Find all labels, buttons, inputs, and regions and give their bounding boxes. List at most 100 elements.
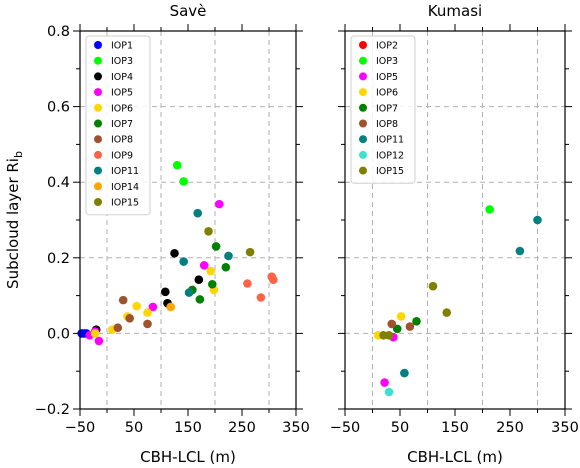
data-point-iop8 (118, 295, 128, 305)
data-point-iop7 (221, 262, 231, 272)
legend-marker-iop12 (359, 150, 367, 159)
legend-marker-iop9 (94, 150, 102, 159)
data-point-iop8 (405, 322, 415, 331)
data-point-iop5 (215, 199, 224, 209)
data-point-iop3 (172, 160, 182, 170)
legend-label-iop12: IOP12 (376, 150, 404, 161)
data-point-iop12 (384, 387, 394, 397)
y-tick-label: 0.6 (47, 100, 70, 116)
data-point-iop3 (179, 177, 188, 186)
legend-label-iop7: IOP7 (376, 103, 398, 114)
legend-box (85, 35, 151, 216)
x-tick-label: 250 (228, 420, 256, 436)
legend-label-iop15: IOP15 (376, 166, 404, 177)
legend-marker-iop6 (94, 103, 102, 112)
y-axis-label: Subcloud layer Rib (4, 151, 25, 289)
legend-marker-iop1 (94, 41, 102, 49)
legend-marker-iop3 (94, 56, 102, 65)
panel-title-kumasi: Kumasi (428, 2, 482, 20)
data-point-iop5 (94, 336, 104, 346)
x-tick-label: 350 (282, 420, 310, 436)
legend-label-iop4: IOP4 (111, 72, 133, 83)
legend-label-iop3: IOP3 (111, 56, 133, 67)
legend-box (350, 35, 416, 184)
legend: IOP2 IOP3 IOP5 IOP6 IOP7 IOP8 IOP11 IOP12 IOP15 (350, 35, 416, 184)
legend-label-iop5: IOP5 (111, 88, 133, 99)
data-point-iop11 (179, 257, 188, 266)
legend: IOP1 IOP3 IOP4 IOP5 IOP6 IOP7 IOP8 IOP9 IOP11 IOP… (85, 35, 151, 216)
data-point-iop8 (143, 319, 152, 329)
legend-label-iop3: IOP3 (376, 56, 398, 67)
x-tick-label: 50 (391, 420, 409, 436)
data-point-iop15 (442, 308, 452, 317)
x-tick-label: 250 (496, 420, 524, 436)
legend-marker-iop8 (94, 135, 102, 144)
data-point-iop5 (199, 261, 209, 270)
y-tick-label: 0.4 (47, 175, 70, 191)
data-point-iop6 (396, 312, 406, 321)
legend-label-iop6: IOP6 (376, 88, 398, 99)
legend-marker-iop14 (94, 182, 102, 191)
x-tick-label: −50 (65, 420, 96, 436)
data-point-iop11 (224, 251, 233, 261)
legend-marker-iop15 (359, 166, 367, 175)
legend-marker-iop5 (94, 88, 102, 97)
data-point-iop6 (143, 308, 152, 317)
data-point-iop7 (208, 279, 217, 289)
x-tick-label: 150 (174, 420, 202, 436)
x-tick-label: −50 (330, 420, 361, 436)
data-point-iop9 (256, 293, 266, 302)
legend-label-iop11: IOP11 (111, 166, 139, 177)
y-tick-label: 0.0 (47, 326, 70, 342)
data-point-iop11 (533, 215, 542, 225)
x-axis-label-save: CBH-LCL (m) (140, 448, 236, 464)
data-point-iop7 (412, 317, 421, 326)
data-point-iop9 (243, 279, 252, 288)
data-point-iop7 (195, 295, 205, 304)
legend-marker-iop2 (359, 41, 367, 49)
y-tick-label: 0.2 (47, 251, 70, 267)
legend-label-iop11: IOP11 (376, 135, 404, 146)
data-point-iop11 (400, 368, 409, 378)
legend-label-iop7: IOP7 (111, 119, 133, 130)
legend-label-iop2: IOP2 (376, 41, 398, 52)
data-point-iop8 (113, 323, 123, 333)
data-point-iop8 (125, 313, 134, 323)
panel-title-save: Savè (170, 2, 207, 20)
y-tick-label: 0.8 (47, 24, 70, 40)
legend-label-iop1: IOP1 (111, 41, 133, 52)
plot-frame (79, 30, 297, 410)
data-point-iop4 (194, 275, 204, 285)
legend-label-iop5: IOP5 (376, 72, 398, 83)
data-point-iop4 (161, 287, 170, 297)
legend-marker-iop11 (94, 166, 102, 175)
data-point-iop15 (204, 227, 213, 236)
data-point-iop7 (392, 324, 402, 334)
x-tick-label: 150 (441, 420, 469, 436)
legend-marker-iop4 (94, 72, 102, 81)
legend-marker-iop11 (359, 135, 367, 144)
x-tick-label: 350 (551, 420, 579, 436)
legend-marker-iop5 (359, 72, 367, 81)
data-point-iop6 (90, 329, 100, 338)
legend-label-iop9: IOP9 (111, 150, 133, 161)
data-point-iop15 (384, 330, 394, 340)
data-point-iop14 (166, 302, 176, 312)
data-point-iop7 (211, 242, 221, 251)
data-point-iop9 (269, 275, 278, 285)
data-point-iop5 (148, 302, 158, 312)
legend-marker-iop3 (359, 56, 367, 65)
legend-label-iop14: IOP14 (111, 182, 139, 193)
plot-panel-1: −50 50 150 250 350IOP2IOP3IOP5IOP6IOP7IOP8IO… (330, 24, 579, 436)
plot-frame (344, 30, 566, 410)
legend-marker-iop15 (94, 198, 102, 206)
legend-marker-iop7 (94, 119, 102, 128)
legend-label-iop6: IOP6 (111, 103, 133, 114)
data-point-iop11 (193, 208, 203, 218)
legend-label-iop8: IOP8 (376, 119, 398, 130)
x-tick-label: 50 (125, 420, 143, 436)
legend-marker-iop6 (359, 88, 367, 97)
data-point-iop15 (245, 247, 255, 257)
data-point-iop15 (428, 281, 438, 291)
